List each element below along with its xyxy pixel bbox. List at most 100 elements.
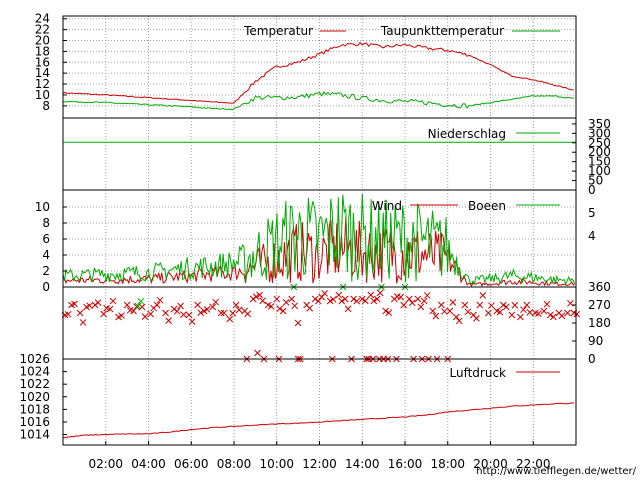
winddir-point	[173, 307, 181, 315]
pressure-y-tick-label: 1024	[19, 365, 50, 379]
winddir-point	[276, 305, 284, 312]
winddir-point	[432, 312, 440, 320]
winddir-point	[476, 301, 484, 309]
x-tick-label: 14:00	[345, 457, 380, 471]
winddir-point	[197, 309, 205, 316]
winddir-point	[511, 301, 519, 309]
precip-y-tick-label: 150	[588, 155, 611, 169]
pressure-y-tick-label: 1018	[19, 402, 50, 416]
source-url: http://www.tiefflegen.de/wetter/	[476, 466, 636, 477]
winddir-point	[446, 307, 454, 315]
winddir-point	[282, 299, 290, 306]
winddir-point	[185, 311, 193, 319]
winddir-point	[134, 302, 142, 310]
x-tick-label: 18:00	[430, 457, 465, 471]
legend-luftdruck-label: Luftdruck	[449, 366, 506, 380]
winddir-point	[558, 312, 566, 320]
temp-y-tick-label: 12	[35, 77, 50, 91]
winddir-point	[188, 318, 196, 326]
winddir-point	[385, 309, 393, 317]
legend-wind-label: Wind	[372, 199, 402, 213]
legend-temperatur-label: Temperatur	[243, 24, 313, 38]
winddir-point	[130, 307, 137, 315]
winddir-point	[546, 311, 554, 319]
winddir-point	[461, 301, 469, 309]
winddir-point	[397, 293, 405, 301]
winddir-point	[314, 297, 322, 305]
temp-y-tick-label: 10	[35, 88, 50, 102]
winddir-point	[156, 296, 164, 304]
winddir-point	[86, 302, 93, 310]
winddir-point	[220, 309, 228, 317]
winddir-point	[549, 313, 557, 321]
winddir-point	[499, 301, 507, 309]
winddir-point	[361, 297, 369, 305]
winddir-point	[329, 296, 337, 303]
temp-series-line-0	[62, 41, 574, 104]
precip-y-tick-label: 0	[588, 183, 596, 197]
pressure-y-tick-label: 1026	[19, 352, 50, 366]
winddir-y-tick-label: 180	[588, 316, 611, 330]
winddir-point	[229, 309, 237, 317]
winddir-point	[573, 310, 581, 318]
winddir-point	[429, 307, 437, 315]
pressure-y-tick-label: 1022	[19, 377, 50, 391]
winddir-point	[485, 309, 492, 317]
winddir-point	[479, 292, 487, 299]
winddir-point	[288, 295, 296, 303]
pressure-y-tick-label: 1014	[19, 428, 50, 442]
winddir-point	[291, 302, 299, 310]
winddir-point	[294, 319, 302, 327]
winddir-point	[540, 307, 548, 315]
winddir-point	[100, 310, 107, 318]
winddir-point	[232, 301, 240, 309]
winddir-point	[508, 311, 516, 319]
temp-y-tick-label: 8	[42, 99, 50, 113]
winddir-point	[440, 308, 448, 315]
winddir-point	[267, 303, 275, 310]
winddir-point	[109, 297, 117, 305]
winddir-point	[244, 310, 252, 318]
winddir-point	[79, 319, 87, 326]
winddir-point	[520, 306, 527, 314]
wind-right-tick-label: 5	[588, 206, 596, 220]
x-tick-label: 16:00	[388, 457, 423, 471]
winddir-point	[138, 303, 146, 311]
legend-niederschlag-label: Niederschlag	[428, 127, 506, 141]
winddir-point	[279, 307, 287, 315]
x-tick-label: 20:00	[473, 457, 508, 471]
winddir-point	[259, 297, 267, 305]
winddir-y-tick-label: 0	[588, 352, 596, 366]
winddir-point	[321, 290, 328, 297]
winddir-point	[488, 302, 495, 309]
wind-y-tick-label: 4	[42, 248, 50, 262]
winddir-point	[76, 309, 84, 317]
winddir-point	[153, 301, 161, 309]
precip-y-tick-label: 250	[588, 136, 611, 150]
precip-y-tick-label: 200	[588, 145, 611, 159]
temp-y-tick-label: 22	[35, 23, 50, 37]
winddir-point	[235, 306, 243, 314]
x-tick-label: 12:00	[302, 457, 337, 471]
temp-series-line-1	[62, 91, 574, 111]
winddir-point	[473, 314, 480, 322]
temp-y-tick-label: 18	[35, 44, 50, 58]
winddir-point	[496, 308, 504, 316]
x-tick-label: 06:00	[174, 457, 209, 471]
winddir-point	[370, 297, 378, 305]
winddir-point	[423, 292, 431, 299]
winddir-point	[106, 305, 114, 313]
winddir-point	[517, 313, 524, 321]
winddir-y-tick-label: 90	[588, 334, 603, 348]
winddir-point	[523, 301, 531, 309]
x-tick-label: 04:00	[131, 457, 166, 471]
winddir-point	[437, 301, 445, 309]
x-tick-label: 02:00	[88, 457, 123, 471]
winddir-point	[306, 304, 314, 312]
winddir-point	[209, 303, 216, 311]
winddir-point	[341, 295, 349, 303]
winddir-point	[455, 317, 463, 325]
winddir-point	[405, 295, 413, 303]
